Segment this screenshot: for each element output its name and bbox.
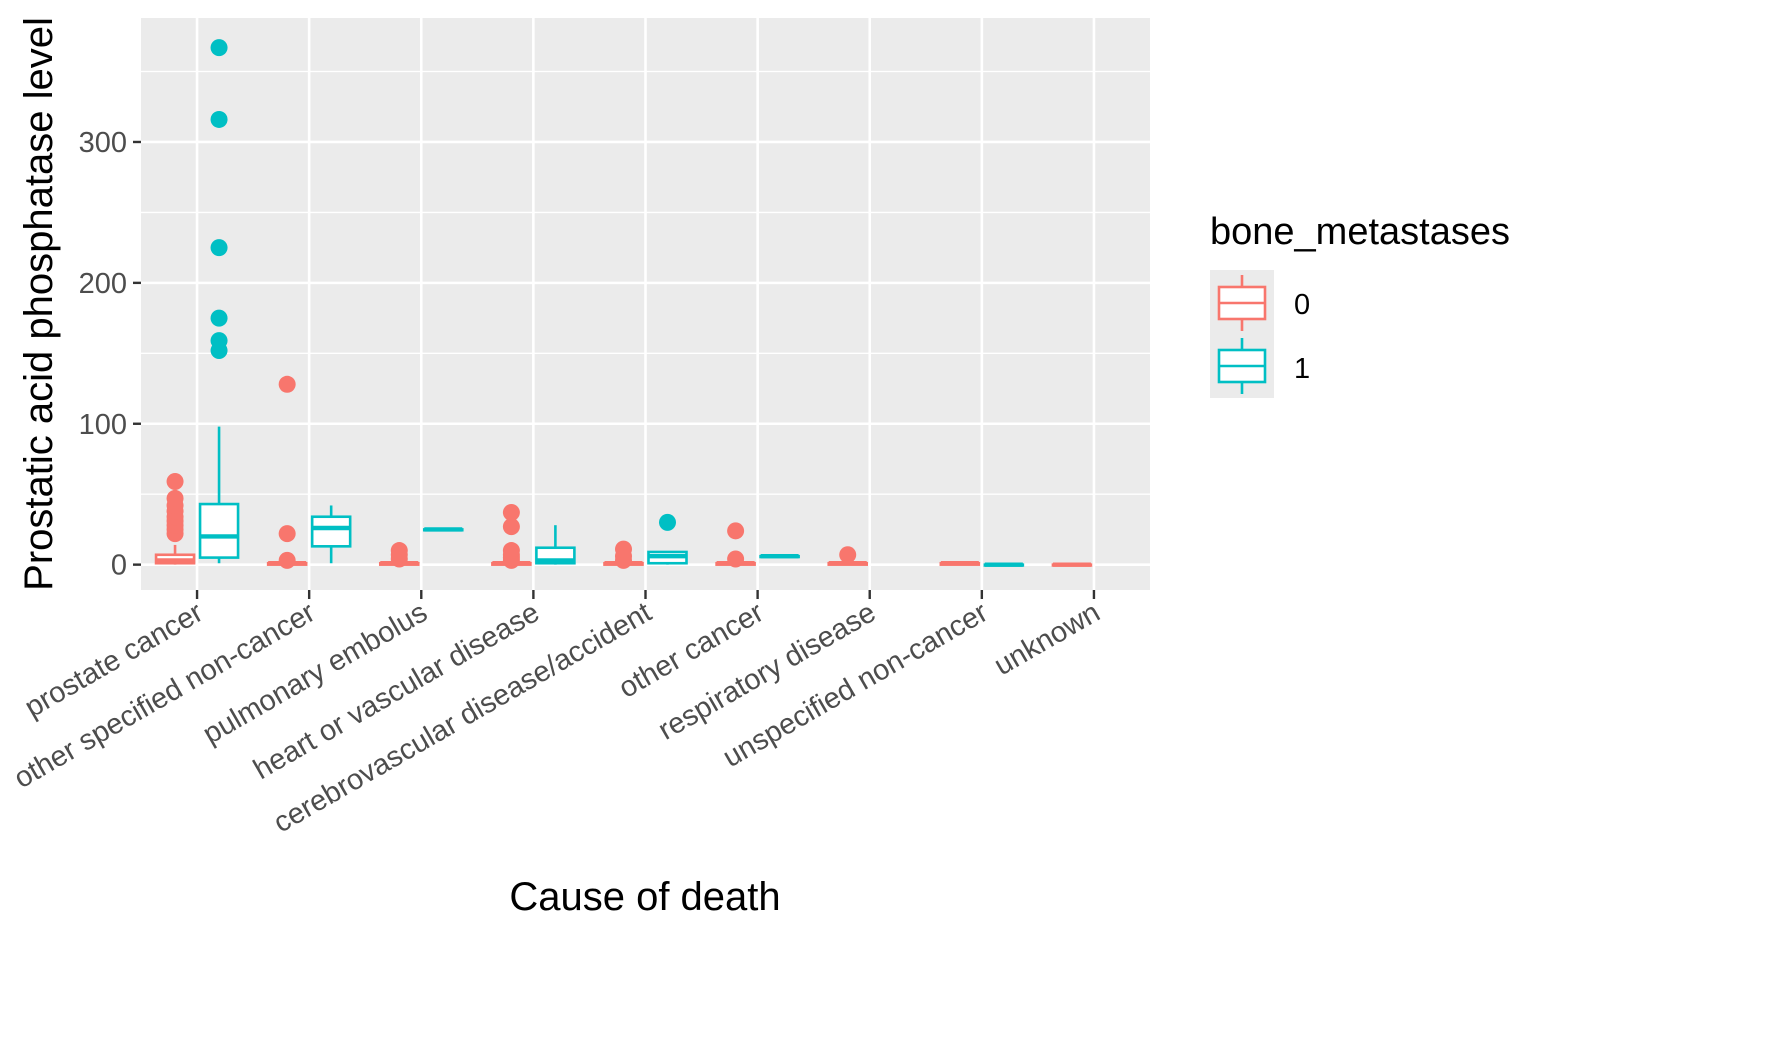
outlier-point <box>727 522 745 540</box>
x-axis-title: Cause of death <box>509 875 780 919</box>
outlier-point <box>210 39 228 57</box>
outlier-point <box>278 551 296 569</box>
outlier-point <box>166 489 184 507</box>
outlier-point <box>659 513 676 531</box>
y-axis-title: Prostatic acid phosphatase level <box>17 17 61 591</box>
outlier-point <box>166 473 184 491</box>
box <box>198 502 240 559</box>
outlier-point <box>210 309 228 327</box>
y-tick-label: 0 <box>111 550 127 582</box>
legend-title: bone_metastases <box>1210 211 1510 253</box>
legend-label-0: 0 <box>1294 289 1310 321</box>
outlier-point <box>278 525 296 543</box>
outlier-point <box>502 504 520 522</box>
outlier-point <box>727 550 745 568</box>
legend-keys <box>1217 275 1267 394</box>
box <box>310 515 352 548</box>
y-tick-label: 200 <box>79 268 127 300</box>
outlier-point <box>839 546 857 564</box>
y-tick-label: 300 <box>79 127 127 159</box>
outlier-point <box>210 239 228 257</box>
grid-major <box>141 18 1150 590</box>
outlier-point <box>210 110 228 128</box>
outlier-point <box>210 332 228 350</box>
boxes-layer <box>154 39 1093 569</box>
y-tick-label: 100 <box>79 409 127 441</box>
outlier-point <box>502 518 520 536</box>
outlier-point <box>615 540 632 558</box>
outlier-point <box>502 542 520 560</box>
outlier-point <box>390 542 408 560</box>
legend-label-1: 1 <box>1294 353 1310 385</box>
legend: bone_metastases 0 1 <box>1210 211 1510 398</box>
outlier-point <box>278 375 296 393</box>
